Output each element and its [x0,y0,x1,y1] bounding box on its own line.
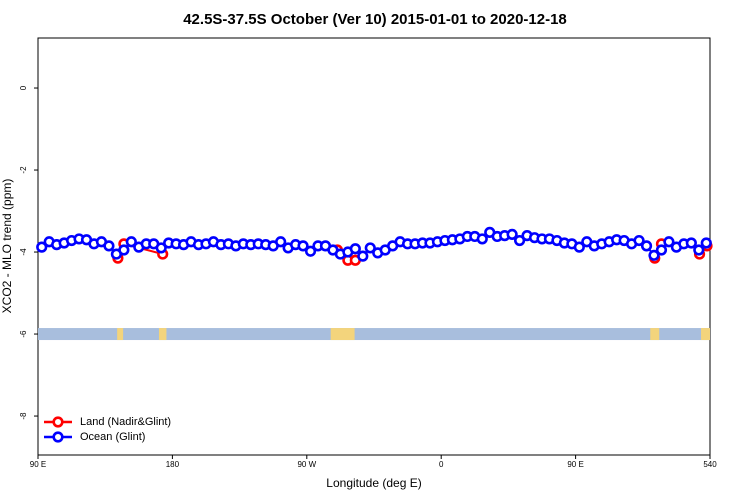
data-point [304,245,317,257]
legend-marker [52,431,64,443]
legend-marker [52,416,64,428]
x-tick-label: 90 E [567,460,583,469]
data-point [685,237,697,249]
data-point [655,244,668,256]
data-point [125,236,137,248]
chart-title: 42.5S-37.5S October (Ver 10) 2015-01-01 … [183,11,567,28]
y-tick-label: -2 [19,166,28,174]
data-point [663,236,675,248]
ocean-strip [38,328,710,341]
data-point [640,240,653,252]
legend-label: Ocean (Glint) [80,431,145,443]
y-tick-label: -6 [19,330,28,338]
data-point [364,242,376,254]
y-axis-label: XCO2 - MLO trend (ppm) [0,179,14,314]
land-strip [117,328,124,341]
x-tick-label: 90 W [297,460,316,469]
legend-label: Land (Nadir&Glint) [80,416,171,428]
data-point [633,234,645,247]
land-strip [330,328,355,341]
x-tick-label: 540 [703,460,717,469]
data-point [103,240,115,252]
land-strip [158,328,167,341]
data-point [573,241,585,253]
data-point [513,234,526,247]
data-point [357,250,369,262]
data-point [36,241,48,253]
x-axis-label: Longitude (deg E) [326,476,421,490]
x-tick-label: 180 [166,460,180,469]
data-point [155,242,167,254]
land-strip [650,328,660,341]
data-point [275,236,287,248]
data-point [349,243,361,255]
data-point [476,233,488,245]
land-strip [701,328,710,341]
plot-area [36,226,713,341]
data-point [118,244,130,256]
y-tick-label: 0 [19,85,28,90]
y-tick-label: -4 [19,248,28,256]
x-tick-label: 0 [439,460,444,469]
data-point [700,237,712,249]
data-point [297,240,309,252]
data-point [648,249,660,261]
data-point [506,228,518,241]
data-point [693,244,705,256]
y-tick-label: -8 [19,412,28,420]
x-tick-label: 90 E [30,460,46,469]
